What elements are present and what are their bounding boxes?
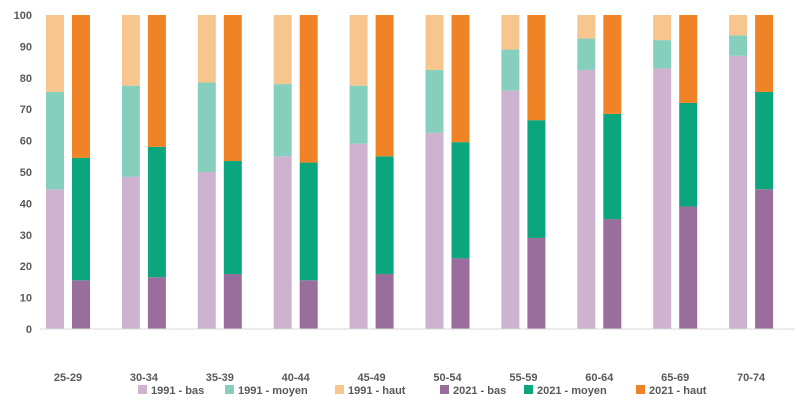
y-tick-label: 100 (14, 10, 32, 22)
bar-segment-1991-bas-60-64 (577, 69, 596, 329)
legend-label: 2021 - bas (453, 385, 506, 397)
bar-segment-1991-bas-35-39 (197, 172, 216, 329)
bar-segment-1991-moyen-70-74 (729, 35, 748, 56)
bar-segment-1991-haut-65-69 (653, 15, 672, 41)
bar-segment-1991-moyen-30-34 (121, 85, 140, 177)
x-tick-label: 45-49 (358, 372, 386, 384)
legend-swatch (524, 385, 533, 394)
bar-segment-1991-haut-35-39 (197, 15, 216, 83)
bar-segment-2021-moyen-70-74 (755, 91, 774, 190)
x-tick-label: 70-74 (737, 372, 766, 384)
bar-segment-1991-bas-65-69 (653, 68, 672, 329)
bar-segment-1991-bas-25-29 (46, 189, 64, 329)
bar-segment-1991-bas-55-59 (501, 90, 520, 329)
bar-segment-2021-bas-30-34 (147, 277, 166, 329)
y-tick-label: 30 (20, 230, 32, 242)
y-axis: 0 10 20 30 40 50 60 70 80 90 100 (14, 10, 32, 336)
legend-swatch (440, 385, 449, 394)
bar-segment-2021-moyen-45-49 (375, 156, 394, 275)
bar-segment-2021-moyen-25-29 (72, 157, 90, 281)
bar-segment-2021-moyen-40-44 (299, 162, 318, 281)
legend-swatch (636, 385, 645, 394)
bar-segment-1991-moyen-25-29 (46, 91, 64, 190)
bar-segment-2021-bas-45-49 (375, 274, 394, 329)
bar-segment-2021-haut-30-34 (147, 15, 166, 147)
x-tick-label: 35-39 (206, 372, 234, 384)
bar-segment-2021-moyen-35-39 (223, 161, 242, 275)
bar-segment-2021-bas-25-29 (72, 280, 90, 329)
bar-segment-2021-moyen-55-59 (527, 120, 546, 238)
legend-swatch (138, 385, 147, 394)
bar-segment-1991-bas-30-34 (121, 176, 140, 329)
bar-segment-1991-moyen-35-39 (197, 82, 216, 172)
bar-segment-2021-haut-25-29 (72, 15, 90, 158)
x-tick-label: 55-59 (509, 372, 537, 384)
bar-segment-2021-moyen-60-64 (603, 113, 622, 220)
y-tick-label: 20 (20, 261, 32, 273)
x-tick-label: 30-34 (130, 372, 159, 384)
x-tick-label: 65-69 (661, 372, 689, 384)
bar-segment-1991-moyen-50-54 (425, 69, 444, 133)
bar-segment-1991-haut-40-44 (273, 15, 292, 85)
y-tick-label: 60 (20, 136, 32, 148)
legend-label: 1991 - moyen (238, 385, 308, 397)
x-tick-label: 60-64 (585, 372, 614, 384)
bar-segment-2021-haut-60-64 (603, 15, 622, 114)
bar-segment-1991-haut-50-54 (425, 15, 444, 70)
bar-segment-2021-haut-40-44 (299, 15, 318, 163)
legend-swatch (225, 385, 234, 394)
y-tick-label: 0 (26, 324, 32, 336)
bar-segment-2021-haut-45-49 (375, 15, 394, 157)
bar-segment-2021-moyen-30-34 (147, 146, 166, 278)
bar-segment-1991-bas-50-54 (425, 132, 444, 329)
bar-segment-2021-haut-35-39 (223, 15, 242, 162)
bar-segment-1991-haut-70-74 (729, 15, 748, 36)
bar-segment-2021-moyen-50-54 (451, 142, 470, 259)
x-tick-label: 25-29 (54, 372, 82, 384)
bar-segment-2021-bas-40-44 (299, 280, 318, 329)
legend-swatch (335, 385, 344, 394)
bar-segment-1991-haut-55-59 (501, 15, 520, 50)
bar-segment-1991-moyen-55-59 (501, 49, 520, 91)
bar-segment-2021-haut-55-59 (527, 15, 546, 121)
bar-segment-2021-bas-60-64 (603, 219, 622, 329)
y-tick-label: 40 (20, 198, 32, 210)
y-tick-label: 50 (20, 167, 32, 179)
bar-segment-2021-bas-70-74 (755, 189, 774, 329)
bar-segment-2021-bas-65-69 (679, 206, 698, 329)
bar-segment-1991-bas-70-74 (729, 55, 748, 329)
legend-label: 2021 - moyen (537, 385, 607, 397)
legend: 1991 - bas 1991 - moyen 1991 - haut 2021 - … (138, 385, 707, 397)
x-axis-labels: 25-29 30-34 35-39 40-44 45-49 50-54 55-59 60-64… (54, 372, 766, 384)
bar-segment-1991-haut-25-29 (46, 15, 64, 92)
bar-segment-2021-bas-55-59 (527, 237, 546, 329)
y-tick-label: 70 (20, 104, 32, 116)
bar-segment-2021-moyen-65-69 (679, 102, 698, 207)
bar-segment-1991-moyen-65-69 (653, 40, 672, 69)
legend-label: 1991 - bas (151, 385, 204, 397)
bar-segment-1991-moyen-60-64 (577, 38, 596, 70)
x-tick-label: 40-44 (282, 372, 311, 384)
y-tick-label: 10 (20, 293, 32, 305)
x-tick-label: 50-54 (433, 372, 462, 384)
bars (46, 15, 774, 329)
y-tick-label: 80 (20, 73, 32, 85)
bar-segment-2021-bas-50-54 (451, 258, 470, 329)
y-tick-label: 90 (20, 41, 32, 53)
bar-segment-1991-haut-30-34 (121, 15, 140, 86)
bar-segment-2021-haut-65-69 (679, 15, 698, 103)
bar-segment-1991-bas-45-49 (349, 143, 368, 329)
bar-segment-2021-haut-70-74 (755, 15, 774, 92)
bar-segment-1991-moyen-45-49 (349, 85, 368, 144)
bar-segment-1991-bas-40-44 (273, 156, 292, 329)
legend-label: 1991 - haut (348, 385, 406, 397)
bar-segment-2021-haut-50-54 (451, 15, 470, 143)
legend-label: 2021 - haut (649, 385, 707, 397)
bar-segment-1991-moyen-40-44 (273, 84, 292, 157)
bar-segment-2021-bas-35-39 (223, 274, 242, 329)
bar-segment-1991-haut-60-64 (577, 15, 596, 39)
bar-segment-1991-haut-45-49 (349, 15, 368, 86)
